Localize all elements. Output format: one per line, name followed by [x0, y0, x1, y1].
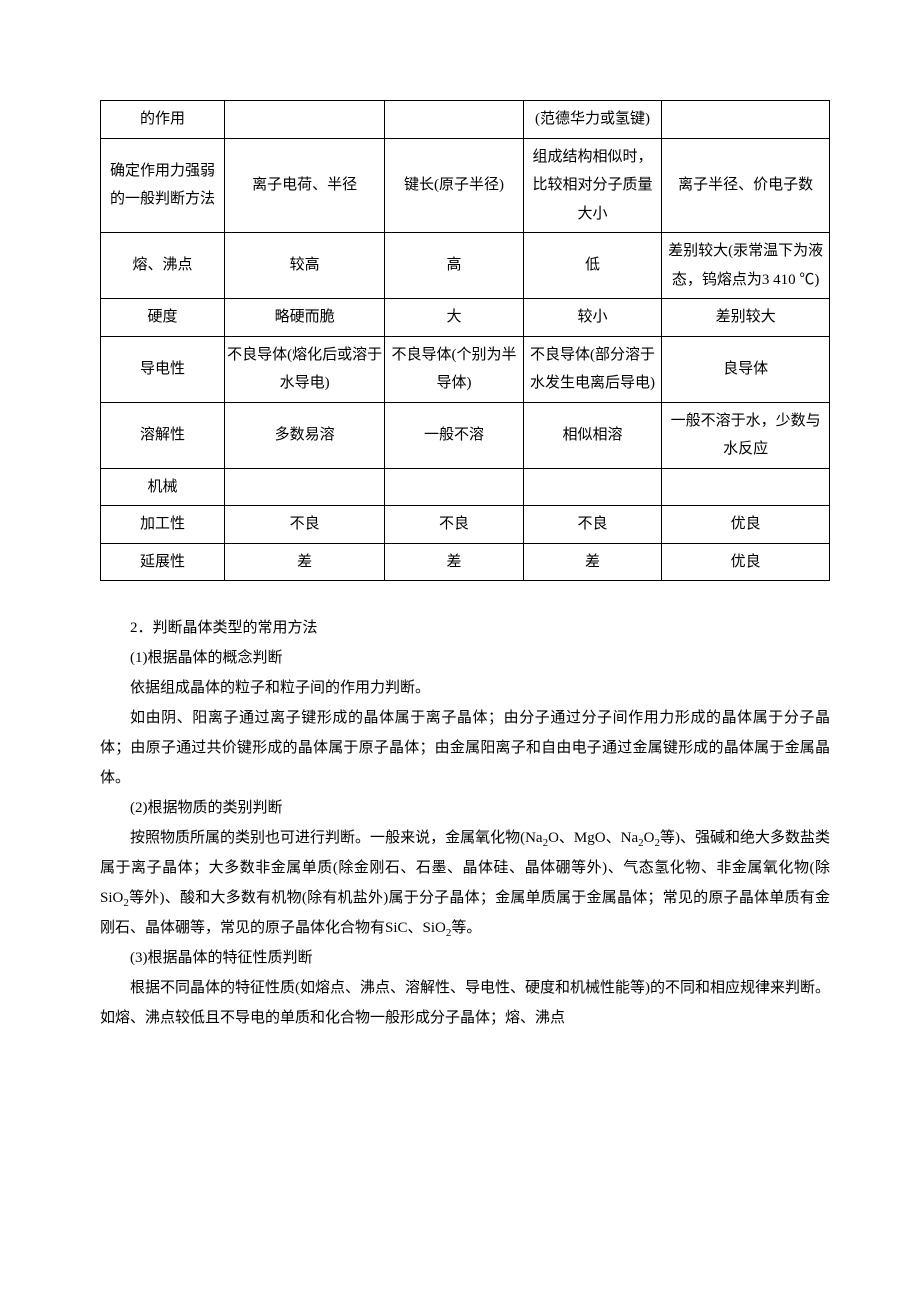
cell: 不良 [224, 506, 384, 544]
cell: 较高 [224, 233, 384, 299]
paragraph: 如由阴、阳离子通过离子键形成的晶体属于离子晶体；由分子通过分子间作用力形成的晶体… [100, 703, 830, 793]
cell: 优良 [662, 506, 830, 544]
cell [662, 101, 830, 139]
cell: 延展性 [101, 543, 225, 581]
cell [385, 101, 524, 139]
paragraph: 根据不同晶体的特征性质(如熔点、沸点、溶解性、导电性、硬度和机械性能等)的不同和… [100, 973, 830, 1033]
cell: 差别较大(汞常温下为液态，钨熔点为3 410 ℃) [662, 233, 830, 299]
cell: 离子半径、价电子数 [662, 138, 830, 233]
text-fragment: O、MgO、Na [548, 830, 638, 846]
cell: 导电性 [101, 336, 225, 402]
cell [224, 101, 384, 139]
cell: (范德华力或氢键) [523, 101, 662, 139]
cell [224, 468, 384, 506]
cell: 差 [385, 543, 524, 581]
table-row: 熔、沸点 较高 高 低 差别较大(汞常温下为液态，钨熔点为3 410 ℃) [101, 233, 830, 299]
table-row: 溶解性 多数易溶 一般不溶 相似相溶 一般不溶于水，少数与水反应 [101, 402, 830, 468]
cell: 一般不溶于水，少数与水反应 [662, 402, 830, 468]
cell: 略硬而脆 [224, 299, 384, 337]
cell: 机械 [101, 468, 225, 506]
cell: 大 [385, 299, 524, 337]
cell [662, 468, 830, 506]
paragraph: 2．判断晶体类型的常用方法 [100, 613, 830, 643]
paragraph: (1)根据晶体的概念判断 [100, 643, 830, 673]
crystal-properties-table: 的作用 (范德华力或氢键) 确定作用力强弱的一般判断方法 离子电荷、半径 键长(… [100, 100, 830, 581]
cell: 的作用 [101, 101, 225, 139]
cell [523, 468, 662, 506]
cell: 不良 [385, 506, 524, 544]
cell: 不良导体(个别为半导体) [385, 336, 524, 402]
paragraph: (2)根据物质的类别判断 [100, 793, 830, 823]
cell: 组成结构相似时，比较相对分子质量大小 [523, 138, 662, 233]
cell: 熔、沸点 [101, 233, 225, 299]
text-fragment: O [644, 830, 655, 846]
cell: 溶解性 [101, 402, 225, 468]
cell: 相似相溶 [523, 402, 662, 468]
text-fragment: 按照物质所属的类别也可进行判断。一般来说，金属氧化物(Na [130, 830, 543, 846]
cell: 多数易溶 [224, 402, 384, 468]
paragraph: (3)根据晶体的特征性质判断 [100, 943, 830, 973]
table-row: 加工性 不良 不良 不良 优良 [101, 506, 830, 544]
cell: 差 [224, 543, 384, 581]
table-row: 的作用 (范德华力或氢键) [101, 101, 830, 139]
table-row: 机械 [101, 468, 830, 506]
body-text: 2．判断晶体类型的常用方法 (1)根据晶体的概念判断 依据组成晶体的粒子和粒子间… [100, 613, 830, 1033]
cell: 一般不溶 [385, 402, 524, 468]
paragraph: 依据组成晶体的粒子和粒子间的作用力判断。 [100, 673, 830, 703]
cell: 高 [385, 233, 524, 299]
cell: 确定作用力强弱的一般判断方法 [101, 138, 225, 233]
cell: 硬度 [101, 299, 225, 337]
cell: 优良 [662, 543, 830, 581]
text-fragment: 等。 [451, 920, 481, 936]
table-row: 导电性 不良导体(熔化后或溶于水导电) 不良导体(个别为半导体) 不良导体(部分… [101, 336, 830, 402]
table-row: 确定作用力强弱的一般判断方法 离子电荷、半径 键长(原子半径) 组成结构相似时，… [101, 138, 830, 233]
cell: 低 [523, 233, 662, 299]
table-row: 硬度 略硬而脆 大 较小 差别较大 [101, 299, 830, 337]
cell: 加工性 [101, 506, 225, 544]
cell: 良导体 [662, 336, 830, 402]
paragraph: 按照物质所属的类别也可进行判断。一般来说，金属氧化物(Na2O、MgO、Na2O… [100, 823, 830, 943]
cell: 较小 [523, 299, 662, 337]
cell: 差别较大 [662, 299, 830, 337]
cell: 不良导体(部分溶于水发生电离后导电) [523, 336, 662, 402]
cell: 不良 [523, 506, 662, 544]
cell [385, 468, 524, 506]
cell: 不良导体(熔化后或溶于水导电) [224, 336, 384, 402]
cell: 差 [523, 543, 662, 581]
cell: 键长(原子半径) [385, 138, 524, 233]
table-row: 延展性 差 差 差 优良 [101, 543, 830, 581]
cell: 离子电荷、半径 [224, 138, 384, 233]
